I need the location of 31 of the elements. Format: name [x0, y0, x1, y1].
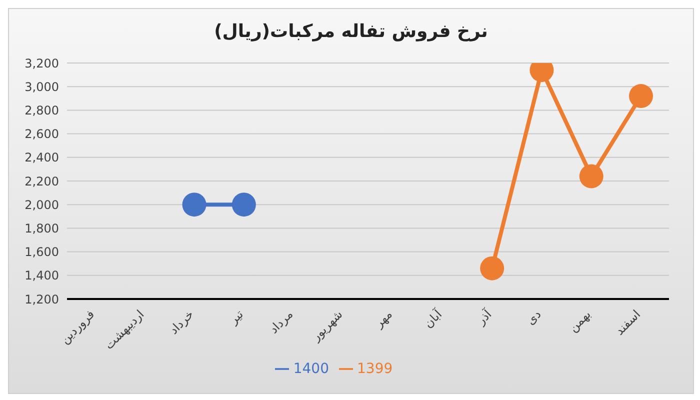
x-tick-label: اردیبهشت: [102, 307, 147, 352]
legend-label: 1400: [293, 361, 329, 377]
y-tick-label: 2,200: [24, 174, 59, 188]
chart-title: نرخ فروش تفاله مرکبات(ریال): [213, 20, 489, 44]
x-tick-label: مهر: [371, 307, 395, 331]
y-tick-label: 2,600: [24, 127, 59, 142]
x-tick-label: خرداد: [166, 307, 196, 337]
x-tick-label: بهمن: [566, 307, 594, 335]
y-tick-label: 3,000: [24, 80, 59, 94]
point: [480, 256, 504, 280]
legend-label: 1399: [357, 361, 393, 377]
point: [182, 192, 206, 217]
x-tick-label: اسفند: [612, 307, 644, 338]
y-tick-label: 1,200: [24, 292, 59, 306]
x-tick-label: آذر: [472, 306, 495, 328]
point: [629, 84, 653, 108]
y-tick-label: 2,000: [24, 198, 59, 212]
y-tick-label: 1,400: [24, 268, 59, 283]
x-tick-label: آبان: [420, 306, 446, 331]
y-tick-label: 1,600: [24, 245, 59, 260]
x-tick-label: دی: [524, 307, 544, 328]
y-tick-label: 2,800: [24, 103, 59, 118]
y-tick-label: 3,200: [24, 56, 59, 70]
y-tick-label: 2,400: [24, 150, 59, 165]
x-tick-label: تیر: [226, 307, 246, 328]
x-tick-label: فروردین: [58, 307, 98, 347]
x-tick-label: مرداد: [266, 307, 296, 336]
point: [579, 164, 604, 188]
point: [232, 192, 256, 217]
y-tick-label: 1,800: [24, 221, 59, 236]
x-tick-label: شهریور: [308, 307, 346, 344]
